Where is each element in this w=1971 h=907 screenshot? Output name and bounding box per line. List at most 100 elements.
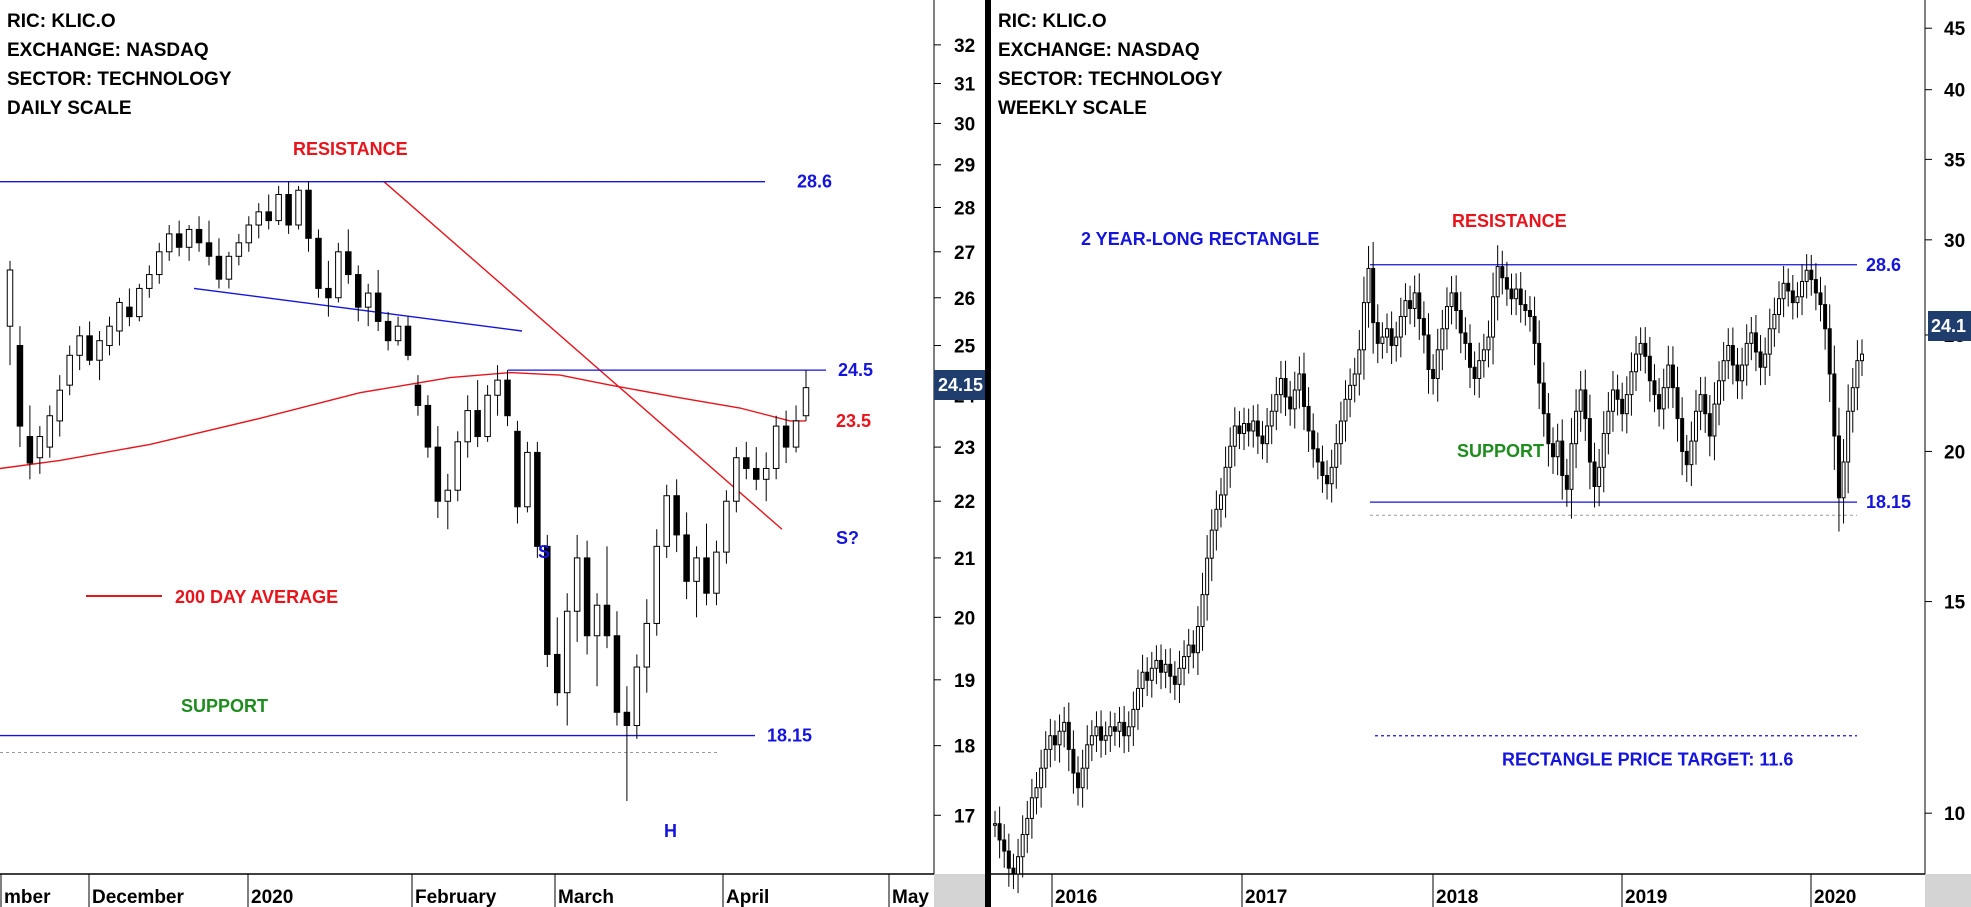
- daily-y-tick-label: 26: [954, 289, 975, 310]
- falling-resistance-trendline: [383, 181, 783, 530]
- daily-candle: [663, 495, 670, 547]
- weekly-candle: [1860, 353, 1864, 362]
- weekly-candle: [1325, 474, 1330, 485]
- weekly-candle: [1537, 342, 1542, 384]
- weekly-chart-panel: RIC: KLIC.O EXCHANGE: NASDAQ SECTOR: TEC…: [993, 11, 1971, 907]
- weekly-candle: [1048, 735, 1053, 750]
- daily-candle: [56, 389, 63, 422]
- daily-candle: [723, 500, 730, 553]
- weekly-y-tick-label: 35: [1944, 150, 1966, 171]
- weekly-candle: [1278, 377, 1283, 396]
- weekly-candle: [1735, 364, 1740, 382]
- weekly-candle: [1744, 342, 1749, 366]
- weekly-candle: [1135, 687, 1140, 710]
- weekly-header-sector: SECTOR: TECHNOLOGY: [998, 69, 1223, 90]
- weekly-resistance-label: RESISTANCE: [1452, 211, 1567, 231]
- daily-candle: [146, 274, 153, 289]
- weekly-candle: [1629, 371, 1634, 396]
- right-axis-corner: [1925, 874, 1971, 907]
- weekly-candle: [1491, 296, 1496, 338]
- head-label: H: [664, 821, 677, 841]
- daily-candle: [792, 420, 800, 448]
- weekly-candle: [1357, 349, 1362, 375]
- daily-candles: [6, 181, 810, 802]
- daily-candle: [504, 379, 511, 417]
- weekly-candle: [1804, 269, 1809, 282]
- weekly-target-label: RECTANGLE PRICE TARGET: 11.6: [1502, 750, 1793, 770]
- weekly-candle: [1781, 282, 1786, 300]
- weekly-candle: [1707, 413, 1712, 437]
- weekly-candle: [1823, 304, 1828, 330]
- weekly-candle: [1541, 382, 1546, 415]
- weekly-candle: [1454, 292, 1459, 312]
- daily-candle: [46, 415, 54, 448]
- weekly-candle: [1103, 735, 1108, 741]
- daily-candle: [364, 292, 372, 308]
- weekly-candle: [1795, 296, 1800, 304]
- daily-candle: [265, 211, 272, 222]
- weekly-candle: [1675, 387, 1680, 420]
- daily-y-tick-label: 28: [954, 198, 975, 219]
- daily-candle: [563, 610, 571, 694]
- weekly-candle: [1431, 368, 1436, 379]
- daily-x-tick-label: April: [726, 887, 769, 907]
- daily-candle: [325, 287, 332, 299]
- weekly-candle: [1532, 316, 1537, 344]
- weekly-candle: [1292, 389, 1297, 410]
- panel-divider: [985, 0, 991, 907]
- weekly-candle: [1809, 269, 1814, 281]
- weekly-candle: [1440, 328, 1445, 351]
- weekly-candle: [1366, 267, 1371, 304]
- weekly-candle: [1039, 767, 1044, 789]
- weekly-candle: [1846, 410, 1851, 463]
- daily-y-tick-label: 31: [954, 75, 976, 96]
- daily-candle: [66, 354, 73, 386]
- weekly-support-value-label: 18.15: [1866, 492, 1911, 512]
- weekly-candle: [1560, 440, 1565, 476]
- weekly-candle: [1126, 726, 1131, 737]
- weekly-candle: [1638, 342, 1643, 355]
- weekly-candle: [1832, 373, 1837, 437]
- daily-header-exchange: EXCHANGE: NASDAQ: [7, 40, 209, 61]
- daily-candle: [374, 292, 382, 322]
- weekly-candle: [1486, 336, 1491, 351]
- weekly-candle: [1043, 748, 1048, 769]
- weekly-candle: [1306, 405, 1311, 432]
- weekly-candle: [1214, 508, 1219, 531]
- daily-candle: [424, 404, 432, 448]
- weekly-candle: [1574, 410, 1579, 445]
- weekly-candle: [1094, 726, 1099, 737]
- daily-candle: [156, 251, 163, 276]
- daily-candle: [484, 394, 491, 438]
- weekly-candle: [1606, 410, 1611, 434]
- daily-candle: [683, 534, 690, 582]
- daily-candle: [355, 274, 362, 308]
- weekly-candle: [1131, 708, 1136, 728]
- weekly-y-tick-label: 15: [1944, 593, 1966, 614]
- weekly-candle: [1767, 328, 1772, 355]
- weekly-candle: [1749, 332, 1754, 344]
- weekly-candle: [1016, 856, 1021, 875]
- daily-candle: [444, 489, 452, 502]
- weekly-candle: [1689, 440, 1694, 466]
- weekly-candle: [1177, 667, 1182, 685]
- weekly-last-price: 24.1: [1931, 316, 1966, 336]
- weekly-candle: [1463, 332, 1468, 344]
- weekly-candle: [1182, 656, 1187, 669]
- weekly-support-label: SUPPORT: [1457, 441, 1544, 461]
- weekly-candle: [1311, 430, 1316, 450]
- weekly-candle: [1297, 373, 1302, 391]
- daily-candle: [394, 325, 402, 342]
- weekly-candle: [1647, 355, 1652, 382]
- weekly-candle: [1712, 403, 1717, 437]
- daily-candle: [633, 666, 641, 727]
- daily-support-value-label: 18.15: [767, 726, 812, 746]
- daily-candle: [693, 557, 700, 582]
- weekly-candle: [1375, 322, 1380, 344]
- daily-candle: [175, 233, 183, 248]
- weekly-candle: [1246, 422, 1251, 432]
- weekly-candle: [1740, 364, 1745, 382]
- weekly-candle: [1643, 342, 1648, 357]
- daily-candle: [185, 228, 193, 248]
- weekly-candle: [1112, 726, 1117, 732]
